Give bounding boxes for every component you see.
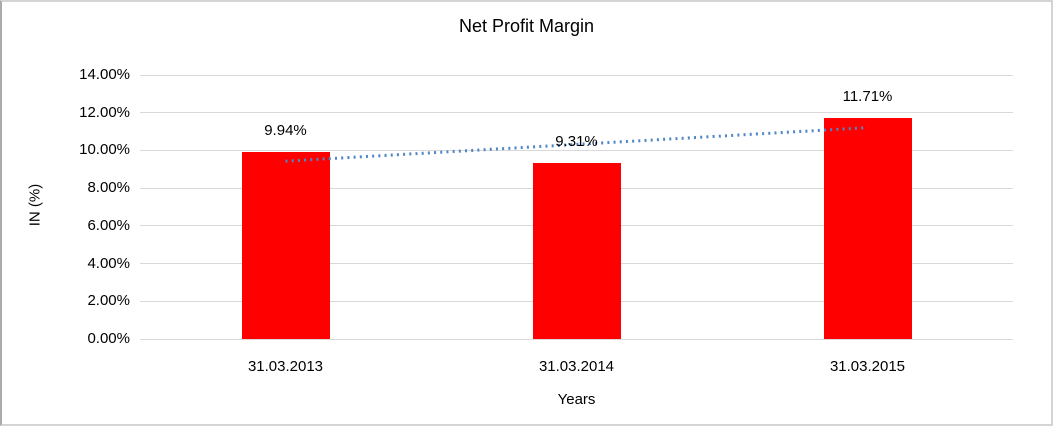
gridline [140,74,1013,76]
gridline [140,149,1013,151]
y-axis-tick-label: 0.00% [87,330,130,347]
x-axis-tick-label: 31.03.2014 [538,358,615,375]
trendline [285,126,868,163]
y-axis-tick-label: 12.00% [79,103,130,121]
bar-data-label: 11.71% [842,88,893,106]
bar [532,163,621,339]
y-axis-tick-label: 10.00% [79,141,130,159]
y-axis-tick-label: 4.00% [87,254,130,272]
x-axis-tick-label: 31.03.2015 [829,358,906,375]
trendline-segment [285,126,868,163]
y-axis-title: IN (%) [26,183,44,227]
y-axis-tick-label: 14.00% [79,66,130,83]
x-axis-tick-label: 31.03.2013 [247,358,324,375]
bar-data-label: 9.31% [555,133,598,151]
x-axis-title: Years [557,391,596,408]
gridline [140,338,1013,340]
bar [823,118,912,339]
bar [241,151,330,339]
y-axis-tick-label: 6.00% [87,216,130,234]
y-axis-tick-label: 2.00% [87,292,130,310]
chart-title: Net Profit Margin [458,16,595,36]
bar-data-label: 9.94% [264,121,307,139]
gridline [140,112,1013,114]
y-axis-tick-label: 8.00% [87,179,130,197]
